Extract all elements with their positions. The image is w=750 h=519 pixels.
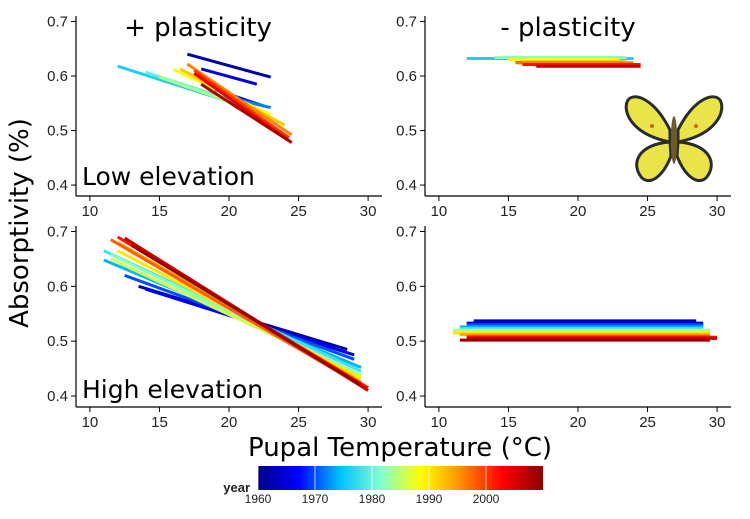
y-tick-label: 0.6 (47, 278, 68, 295)
y-tick-label: 0.4 (47, 388, 68, 405)
x-tick-label: 20 (221, 203, 238, 220)
y-tick-label: 0.7 (396, 223, 417, 240)
y-axis-title: Absorptivity (%) (5, 118, 35, 328)
y-tick-label: 0.5 (47, 123, 68, 140)
panel-plus-low: 0.4 0.5 0.6 0.7 10 15 20 25 30 (47, 13, 382, 220)
x-tick-label: 20 (570, 203, 587, 220)
x-tick-label: 20 (221, 414, 238, 431)
colorbar-gradient (258, 466, 543, 490)
y-tick-label: 0.5 (47, 333, 68, 350)
x-tick-label: 15 (151, 203, 168, 220)
colorbar-tick-label: 1980 (359, 492, 386, 506)
year-line-1965 (200, 67, 258, 86)
x-tick-label: 15 (500, 414, 517, 431)
colorbar-tick-label: 1990 (416, 492, 443, 506)
x-tick-label: 10 (82, 203, 99, 220)
butterfly-left-forewing (624, 95, 672, 144)
x-tick-label: 25 (639, 203, 656, 220)
colorbar-title: year (223, 480, 250, 495)
row-label-low: Low elevation (82, 162, 255, 191)
x-tick-label: 30 (709, 203, 726, 220)
x-tick-label: 10 (431, 414, 448, 431)
x-tick-label: 10 (431, 203, 448, 220)
y-tick-label: 0.6 (47, 68, 68, 85)
y-tick-label: 0.6 (396, 278, 417, 295)
y-tick-label: 0.7 (47, 223, 68, 240)
year-line-2009 (130, 243, 362, 387)
butterfly-icon (624, 95, 724, 182)
y-tick-label: 0.4 (396, 388, 417, 405)
row-label-high: High elevation (82, 375, 263, 404)
year-line-2000 (193, 69, 290, 139)
y-tick-label: 0.5 (396, 333, 417, 350)
x-axis-title: Pupal Temperature (°C) (248, 433, 552, 463)
colorbar-tick-label: 1960 (245, 492, 272, 506)
x-tick-label: 30 (709, 414, 726, 431)
butterfly-right-hindwing (675, 140, 713, 182)
x-tick-label: 25 (290, 414, 307, 431)
x-tick-label: 15 (151, 414, 168, 431)
panel-minus-low: 0.4 0.5 0.6 0.7 10 15 20 25 30 (396, 13, 731, 220)
butterfly-body (670, 116, 678, 164)
x-tick-label: 10 (82, 414, 99, 431)
x-tick-label: 25 (290, 203, 307, 220)
colorbar-ticks: 1960 1970 1980 1990 2000 (245, 466, 500, 506)
butterfly-right-spot (694, 124, 698, 128)
colorbar: year 1960 1970 1980 1990 2000 (223, 466, 543, 506)
butterfly-left-hindwing (635, 140, 673, 182)
x-tick-label: 20 (570, 414, 587, 431)
colorbar-tick-label: 1970 (302, 492, 329, 506)
y-tick-label: 0.4 (47, 177, 68, 194)
y-tick-label: 0.5 (396, 123, 417, 140)
panel-plus-high: 0.4 0.5 0.6 0.7 10 15 20 25 30 (47, 223, 382, 431)
butterfly-right-forewing (676, 95, 724, 144)
butterfly-left-spot (650, 124, 654, 128)
col-title-plus: + plasticity (124, 13, 272, 43)
x-tick-label: 15 (500, 203, 517, 220)
y-tick-label: 0.7 (47, 13, 68, 30)
year-line-1996 (186, 62, 293, 137)
panel-minus-high: 0.4 0.5 0.6 0.7 10 15 20 25 30 (396, 223, 731, 431)
colorbar-tick-label: 2000 (473, 492, 500, 506)
x-tick-label: 30 (360, 414, 377, 431)
x-tick-label: 25 (639, 414, 656, 431)
y-tick-label: 0.4 (396, 177, 417, 194)
year-line-2008 (200, 82, 293, 144)
col-title-minus: - plasticity (500, 13, 635, 43)
y-tick-label: 0.6 (396, 68, 417, 85)
year-line-1962 (186, 52, 272, 79)
x-tick-label: 30 (360, 203, 377, 220)
y-tick-label: 0.7 (396, 13, 417, 30)
